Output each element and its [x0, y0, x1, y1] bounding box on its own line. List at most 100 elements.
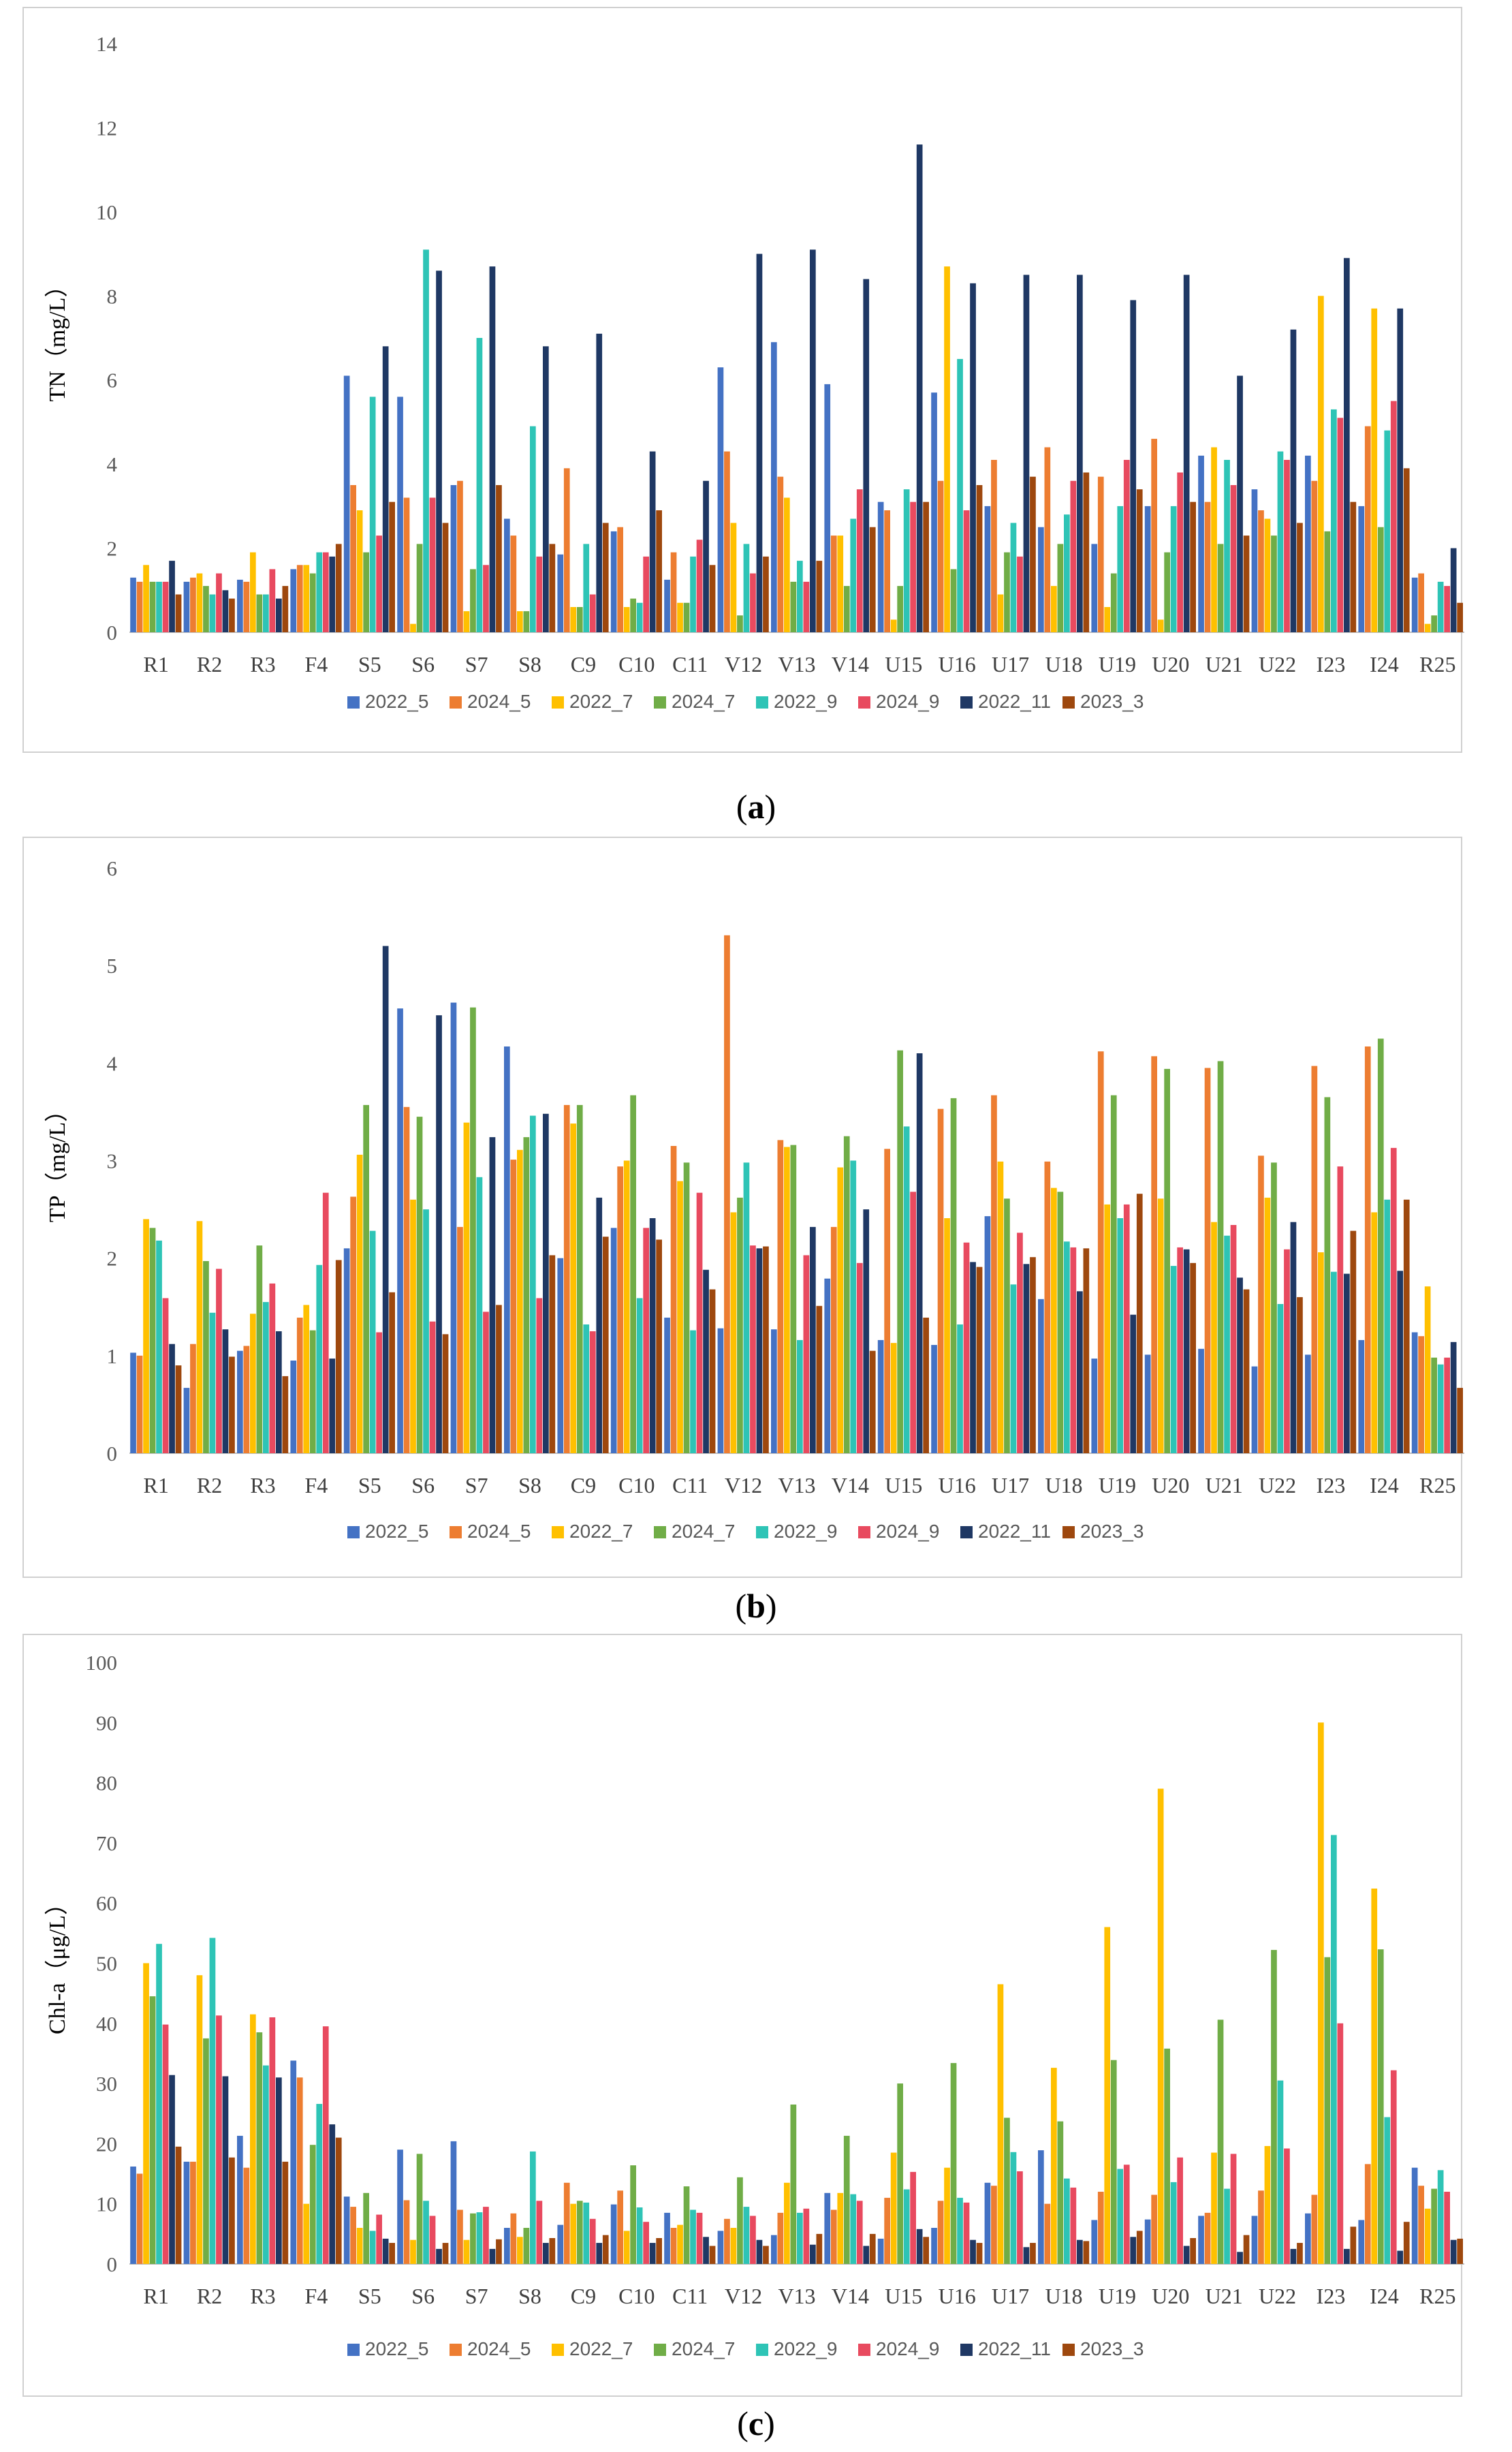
bar-2022_7-U17 — [997, 1161, 1004, 1453]
bar-2023_3-R25 — [1457, 2238, 1463, 2264]
x-tick-label: R25 — [1419, 652, 1455, 677]
bar-2022_11-U15 — [916, 144, 923, 633]
bar-2024_7-V13 — [790, 1145, 797, 1453]
bar-2024_7-V12 — [737, 615, 743, 632]
bar-2022_5-U21 — [1198, 1348, 1204, 1453]
legend-swatch — [552, 1526, 564, 1538]
bar-2024_7-U21 — [1217, 1061, 1224, 1453]
bar-2022_7-S8 — [517, 2237, 523, 2264]
bar-2024_9-S5 — [376, 536, 382, 632]
bar-2024_7-U20 — [1164, 1068, 1170, 1453]
y-tick-label: 12 — [96, 116, 117, 140]
legend-swatch — [347, 2344, 360, 2356]
y-tick-label: 0 — [107, 621, 118, 645]
bar-2022_7-U18 — [1051, 2068, 1057, 2264]
bar-2024_5-V14 — [830, 1226, 837, 1453]
bar-2024_7-S5 — [363, 1104, 369, 1453]
bar-2022_7-U16 — [944, 2167, 950, 2264]
bar-2022_7-V12 — [730, 1212, 737, 1453]
bar-2022_9-U21 — [1224, 460, 1230, 632]
bar-2024_9-R1 — [162, 2024, 169, 2264]
bar-2022_11-C10 — [649, 1218, 656, 1453]
bar-2023_3-U19 — [1136, 489, 1143, 632]
bar-2022_7-S7 — [463, 2239, 470, 2264]
bar-2024_9-U21 — [1230, 485, 1237, 632]
y-tick-label: 90 — [96, 1711, 117, 1735]
bar-2022_9-R3 — [263, 1302, 269, 1453]
bar-2024_5-R1 — [136, 1355, 143, 1453]
bar-2024_9-I23 — [1337, 418, 1344, 632]
bar-2022_5-U15 — [877, 2238, 884, 2264]
bar-2022_11-S8 — [543, 346, 549, 632]
bar-2024_5-R25 — [1418, 1336, 1424, 1453]
bar-2022_9-R2 — [209, 1312, 216, 1453]
bar-2022_7-U22 — [1264, 518, 1271, 632]
bar-2024_5-C9 — [563, 1104, 570, 1453]
bar-2023_3-V14 — [869, 2233, 876, 2264]
bar-2022_11-R2 — [222, 590, 229, 632]
bar-2024_9-S7 — [483, 2207, 489, 2264]
bar-2024_9-U17 — [1017, 556, 1023, 632]
bar-2022_5-S5 — [343, 375, 350, 632]
bar-2024_5-V12 — [724, 451, 730, 632]
bar-2024_7-C10 — [630, 1095, 636, 1453]
bar-2022_7-S6 — [410, 623, 416, 632]
bar-2022_11-R3 — [276, 1331, 282, 1453]
legend-label: 2022_11 — [978, 2338, 1051, 2359]
bar-2024_5-F4 — [296, 565, 303, 632]
bar-2024_5-R1 — [136, 581, 143, 632]
bar-2022_5-U21 — [1198, 455, 1204, 632]
bar-2022_5-U15 — [877, 501, 884, 632]
bar-2024_9-C10 — [643, 1228, 649, 1453]
bar-2022_7-I23 — [1318, 1252, 1324, 1453]
legend-label: 2022_9 — [774, 2338, 837, 2359]
chart-tp: 0 1 2 3 4 5 6 TP（mg/L） R1 R2 R3 F4 S5 S6 S7 S8 C9 C10 C11 V… — [44, 856, 1464, 1542]
bar-2024_5-U18 — [1044, 447, 1051, 632]
bar-2024_9-U17 — [1017, 1232, 1023, 1453]
bar-2023_3-U19 — [1136, 1194, 1143, 1453]
bar-2023_3-S6 — [442, 2243, 449, 2264]
bar-2022_7-R1 — [143, 1963, 149, 2264]
bar-2024_7-F4 — [309, 573, 316, 632]
bar-2022_11-S6 — [436, 270, 442, 632]
bar-2022_5-C9 — [557, 554, 564, 632]
bar-2023_3-S8 — [549, 1255, 556, 1453]
bar-2022_9-U18 — [1064, 2178, 1070, 2264]
y-tick-label: 8 — [107, 284, 118, 308]
bar-2022_7-U18 — [1051, 1188, 1057, 1453]
bar-2022_5-U17 — [984, 1216, 991, 1453]
bar-2024_5-C10 — [617, 527, 623, 632]
bar-2022_5-F4 — [290, 2060, 297, 2264]
bar-2022_7-U22 — [1264, 1197, 1271, 1453]
bar-2022_7-V14 — [837, 2192, 844, 2264]
bar-2023_3-S5 — [389, 1292, 395, 1453]
bar-2023_3-U22 — [1297, 2243, 1303, 2264]
legend-label: 2023_3 — [1080, 691, 1144, 712]
bar-2023_3-U20 — [1190, 2238, 1196, 2264]
bar-2022_11-V13 — [810, 249, 816, 632]
bar-2024_7-I23 — [1324, 1097, 1331, 1453]
bar-2024_7-R2 — [203, 2038, 209, 2264]
bar-2022_9-C9 — [583, 544, 590, 632]
bar-2024_9-S8 — [536, 1298, 543, 1453]
bar-2023_3-V12 — [763, 2246, 769, 2264]
bar-2022_9-R25 — [1437, 1364, 1444, 1453]
bar-2024_5-V13 — [777, 2212, 784, 2264]
bar-2024_5-V12 — [724, 2218, 730, 2264]
bar-2022_7-I24 — [1371, 1212, 1378, 1453]
bar-2023_3-S7 — [496, 2239, 502, 2264]
bar-2022_9-R25 — [1437, 581, 1444, 632]
bar-2024_5-R25 — [1418, 573, 1424, 632]
bar-2022_11-S7 — [489, 266, 496, 633]
bar-2024_5-R25 — [1418, 2186, 1424, 2264]
bar-2022_9-R1 — [156, 581, 162, 632]
bar-2022_7-C10 — [623, 607, 630, 632]
bar-2022_11-V14 — [863, 279, 870, 633]
bar-2022_9-R25 — [1437, 2170, 1444, 2264]
x-tick-label: R3 — [250, 2284, 275, 2308]
x-tick-label: S8 — [518, 1473, 541, 1497]
bar-2024_5-C10 — [617, 1166, 623, 1453]
legend-swatch — [756, 696, 768, 709]
y-tick-label: 100 — [86, 1651, 118, 1675]
bar-2024_5-S8 — [510, 1160, 517, 1453]
